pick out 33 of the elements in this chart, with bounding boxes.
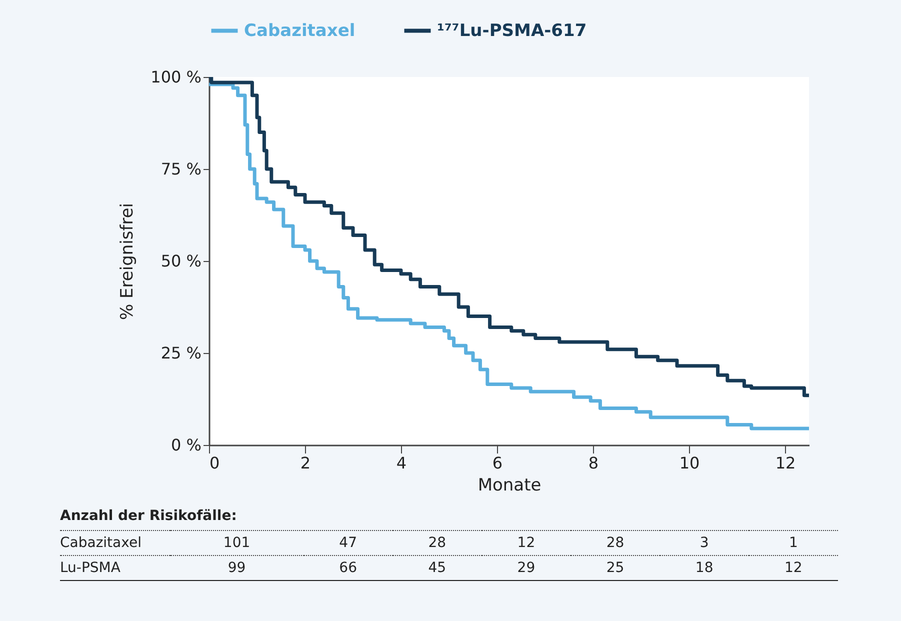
y-tick-label: 0 % <box>171 436 202 454</box>
y-tick-label: 50 % <box>160 252 202 270</box>
text: 12 <box>748 556 838 580</box>
text: 28 <box>392 530 482 556</box>
text: Lu-PSMA <box>60 556 170 580</box>
x-tick-label: 10 <box>679 454 700 472</box>
text: 12 <box>482 530 571 556</box>
text: 101 <box>170 530 304 556</box>
text: 18 <box>660 556 749 580</box>
text: 45 <box>392 556 482 580</box>
text: 99 <box>170 556 304 580</box>
text: 29 <box>482 556 571 580</box>
x-tick-label: 4 <box>396 454 407 472</box>
text: 1 <box>748 530 838 556</box>
text: 28 <box>570 530 660 556</box>
y-axis-title: % Ereignisfrei <box>118 202 138 320</box>
x-axis-title: Monate <box>478 476 542 496</box>
y-tick-label: 75 % <box>160 160 202 178</box>
y-tick-label: 100 % <box>150 68 202 86</box>
text: Cabazitaxel <box>60 530 170 556</box>
x-tick-label: 12 <box>775 454 796 472</box>
x-tick-label: 0 <box>210 454 220 472</box>
legend-label: Cabazitaxel <box>244 20 356 41</box>
text: 25 <box>570 556 660 580</box>
x-tick-label: 8 <box>588 454 599 472</box>
y-tick-label: 25 % <box>160 344 202 362</box>
text: 47 <box>304 530 393 556</box>
text: 3 <box>660 530 749 556</box>
text: Anzahl der Risikofälle: <box>60 508 238 524</box>
text: 66 <box>304 556 393 580</box>
x-tick-label: 2 <box>300 454 311 472</box>
x-tick-label: 6 <box>492 454 503 472</box>
legend-label: ¹⁷⁷Lu-PSMA-617 <box>437 20 587 41</box>
